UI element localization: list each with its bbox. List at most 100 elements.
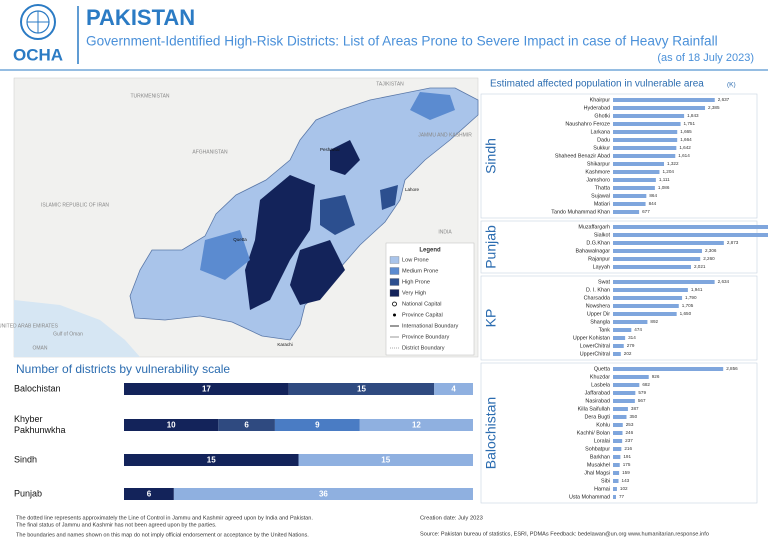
- bar-value-label: 253: [626, 422, 634, 427]
- district-label: Quetta: [594, 366, 610, 372]
- bar-value-label: 387: [631, 406, 639, 411]
- bar-value-label: 864: [649, 193, 657, 198]
- district-label: Sujawal: [591, 193, 610, 199]
- bar: [613, 399, 635, 403]
- map-label: Karachi: [277, 342, 292, 347]
- bar-value-label: 677: [642, 209, 650, 214]
- bar-value-label: 2,260: [703, 256, 715, 261]
- bar: [613, 375, 649, 379]
- legend-label: Low Prone: [402, 257, 429, 263]
- bar: [613, 178, 656, 182]
- bar-value-label: 1,665: [680, 129, 692, 134]
- bar-value-label: 2,637: [718, 97, 730, 102]
- map-label: TAJIKISTAN: [376, 81, 404, 87]
- map-label: INDIA: [438, 229, 452, 235]
- legend-box: [385, 242, 475, 356]
- category-label-line: Khyber: [14, 414, 43, 424]
- subtitle: Government-Identified High-Risk District…: [86, 34, 718, 49]
- sea: [14, 300, 140, 357]
- bar: [613, 328, 632, 332]
- district-label: Ghotki: [594, 113, 610, 119]
- bar-segment: [124, 383, 289, 395]
- bar-value-label: 143: [622, 478, 630, 483]
- bar: [613, 186, 655, 190]
- group-label: Punjab: [483, 225, 499, 269]
- org-name: OCHA: [13, 45, 63, 64]
- bar: [613, 114, 685, 118]
- bar-value-label: 2,306: [705, 248, 717, 253]
- group-box: [480, 275, 758, 361]
- bar: [613, 455, 621, 459]
- ocha-logo: [20, 4, 56, 40]
- legend-label: Very High: [402, 290, 426, 296]
- bar-value-label: 191: [623, 454, 631, 459]
- group-box: [480, 93, 758, 219]
- bar: [613, 423, 623, 427]
- bar: [613, 225, 768, 229]
- bar-segment: [124, 419, 219, 431]
- bar-segment: [173, 488, 473, 500]
- bar-value-label: 15: [207, 456, 216, 465]
- bar-value-label: 579: [638, 390, 646, 395]
- bar: [613, 162, 665, 166]
- bar-value-label: 279: [627, 343, 635, 348]
- legend-label: International Boundary: [402, 323, 458, 329]
- bar: [613, 367, 724, 371]
- bar-value-label: 1,322: [667, 161, 679, 166]
- bar: [613, 106, 706, 110]
- legend-swatch: [389, 267, 400, 275]
- bar: [613, 130, 678, 134]
- bar: [613, 415, 627, 419]
- legend-swatch: [389, 256, 400, 264]
- district-label: Shaheed Benazir Abad: [555, 153, 610, 159]
- medium-zone: [410, 92, 455, 120]
- footer-note: The final status of Jammu and Kashmir ha…: [16, 522, 217, 528]
- legend-swatch: [389, 278, 400, 286]
- bar-value-label: 474: [634, 327, 642, 332]
- bar-value-label: 567: [638, 398, 646, 403]
- district-label: Sibi: [601, 478, 610, 484]
- bar: [613, 146, 677, 150]
- bar-value-label: 1,751: [684, 121, 696, 126]
- bar: [613, 233, 768, 237]
- district-label: Kohlu: [596, 422, 610, 428]
- district-label: D. I. Khan: [586, 287, 610, 293]
- bar-value-label: 1,086: [658, 185, 670, 190]
- district-label: Loralai: [594, 438, 610, 444]
- population-title: Estimated affected population in vulnera…: [490, 79, 704, 90]
- map-label: Gulf of Oman: [53, 331, 83, 337]
- bar-value-label: 9: [315, 421, 320, 430]
- bar-value-label: 1,642: [679, 145, 691, 150]
- bar: [613, 463, 620, 467]
- bar: [613, 257, 701, 261]
- bar-value-label: 77: [619, 494, 625, 499]
- district-label: Musakhel: [587, 462, 610, 468]
- bar-value-label: 1,941: [691, 287, 703, 292]
- district-label: Barkhan: [590, 454, 610, 460]
- district-label: Lasbela: [591, 382, 610, 388]
- bar-value-label: 6: [244, 421, 249, 430]
- bar: [613, 154, 676, 158]
- district-label: UpperChitral: [580, 351, 610, 357]
- district-label: Nasirabad: [585, 398, 610, 404]
- bar-value-label: 2,021: [694, 264, 706, 269]
- district-label: D.G.Khan: [586, 240, 610, 246]
- bar: [613, 344, 624, 348]
- bar: [613, 202, 646, 206]
- bar-value-label: 2,856: [726, 366, 738, 371]
- footer-note: The boundaries and names shown on this m…: [16, 532, 309, 538]
- district-label: Jaffarabad: [585, 390, 610, 396]
- date: (as of 18 July 2023): [657, 52, 754, 64]
- bar-value-label: 12: [412, 421, 421, 430]
- bar-value-label: 2,634: [718, 279, 730, 284]
- bar-value-label: 216: [624, 446, 632, 451]
- bar-value-label: 36: [319, 490, 328, 499]
- map-label: OMAN: [33, 345, 48, 351]
- group-label: Balochistan: [483, 397, 499, 469]
- bar-segment: [274, 419, 360, 431]
- legend-label: Province Boundary: [402, 334, 449, 340]
- bar-segment: [359, 419, 473, 431]
- bar-value-label: 926: [652, 374, 660, 379]
- legend-label: Medium Prone: [402, 268, 438, 274]
